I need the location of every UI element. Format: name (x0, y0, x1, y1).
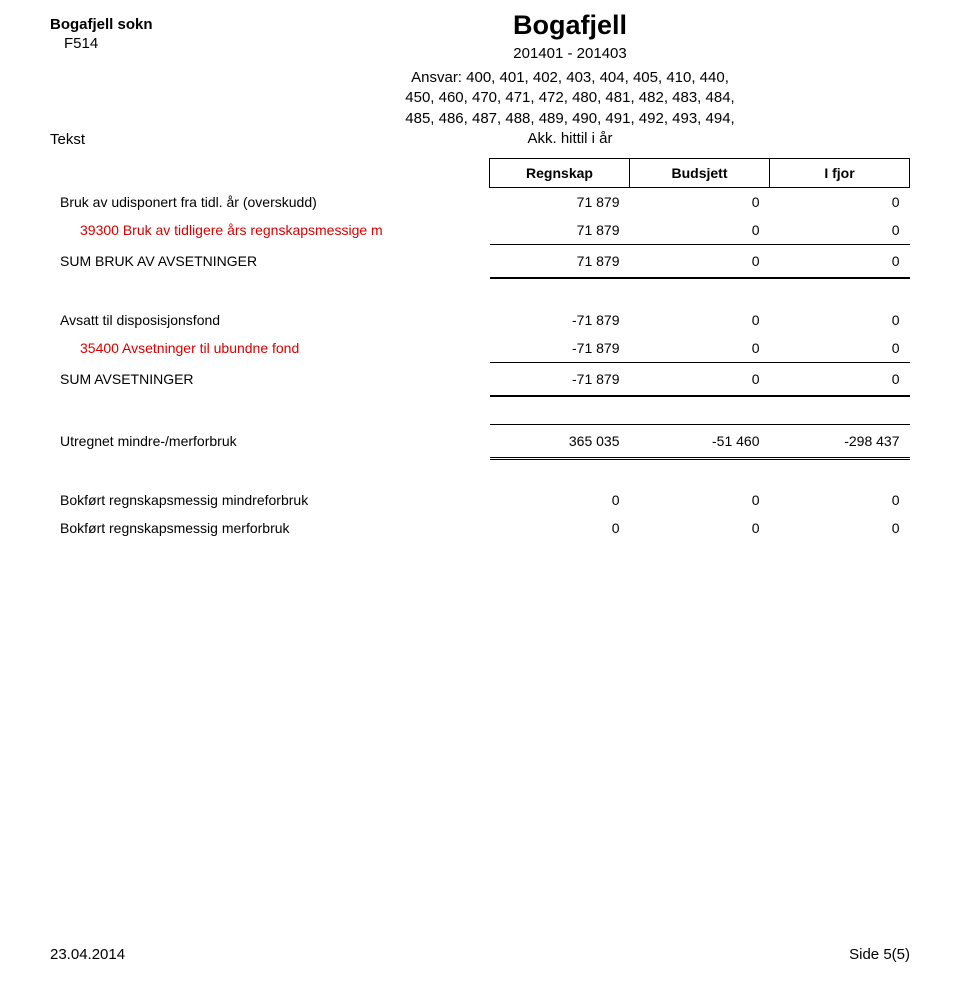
section-gap (50, 278, 910, 306)
cell: 0 (490, 514, 630, 542)
cell: 0 (630, 486, 770, 514)
header-row: Bogafjell sokn F514 Bogafjell 201401 - 2… (50, 10, 910, 149)
org-name: Bogafjell sokn (50, 16, 350, 33)
sum-cell: 71 879 (490, 245, 630, 279)
cell: 71 879 (490, 188, 630, 217)
table-row: 35400 Avsetninger til ubundne fond -71 8… (50, 334, 910, 363)
cell: -71 879 (490, 334, 630, 363)
sum-cell: -71 879 (490, 363, 630, 397)
ansvar-line: 485, 486, 487, 488, 489, 490, 491, 492, … (350, 109, 790, 129)
cell: 0 (630, 188, 770, 217)
footer-page: Side 5(5) (849, 946, 910, 963)
cell: -71 879 (490, 306, 630, 334)
table-row: Utregnet mindre-/merforbruk 365 035 -51 … (50, 424, 910, 458)
row-label-indent: 35400 Avsetninger til ubundne fond (50, 334, 490, 363)
column-header-budsjett: Budsjett (630, 159, 770, 188)
table-row: Bruk av udisponert fra tidl. år (oversku… (50, 188, 910, 217)
cell: 0 (630, 334, 770, 363)
sum-cell: 0 (770, 245, 910, 279)
cell: 0 (490, 486, 630, 514)
row-label: Bokført regnskapsmessig mindreforbruk (50, 486, 490, 514)
sum-cell: 0 (770, 363, 910, 397)
cell: -51 460 (630, 424, 770, 458)
column-header-regnskap: Regnskap (490, 159, 630, 188)
footer: 23.04.2014 Side 5(5) (50, 946, 910, 963)
cell: 0 (770, 216, 910, 245)
row-label: Bokført regnskapsmessig merforbruk (50, 514, 490, 542)
sum-row: SUM AVSETNINGER -71 879 0 0 (50, 363, 910, 397)
cell: 365 035 (490, 424, 630, 458)
row-label: Bruk av udisponert fra tidl. år (oversku… (50, 188, 490, 217)
sum-label: SUM BRUK AV AVSETNINGER (50, 245, 490, 279)
cell: 0 (770, 306, 910, 334)
cell: 0 (630, 216, 770, 245)
cell: 0 (770, 188, 910, 217)
table-row: Avsatt til disposisjonsfond -71 879 0 0 (50, 306, 910, 334)
table-row: 39300 Bruk av tidligere års regnskapsmes… (50, 216, 910, 245)
cell: 0 (770, 486, 910, 514)
ansvar-line: 450, 460, 470, 471, 472, 480, 481, 482, … (350, 88, 790, 108)
report-table: Regnskap Budsjett I fjor Bruk av udispon… (50, 158, 910, 542)
sum-cell: 0 (630, 245, 770, 279)
column-header-row: Regnskap Budsjett I fjor (50, 159, 910, 188)
cell: 0 (630, 306, 770, 334)
section-gap (50, 396, 910, 424)
cell: 71 879 (490, 216, 630, 245)
header-left: Bogafjell sokn F514 (50, 10, 350, 52)
cell: 0 (770, 334, 910, 363)
page-title: Bogafjell (350, 10, 790, 41)
cell: 0 (770, 514, 910, 542)
footer-date: 23.04.2014 (50, 946, 125, 963)
akk-label: Akk. hittil i år (350, 129, 790, 149)
row-label: Utregnet mindre-/merforbruk (50, 424, 490, 458)
ansvar-line: Ansvar: 400, 401, 402, 403, 404, 405, 41… (350, 68, 790, 88)
section-gap (50, 458, 910, 486)
row-label: Avsatt til disposisjonsfond (50, 306, 490, 334)
period: 201401 - 201403 (350, 45, 790, 62)
sum-row: SUM BRUK AV AVSETNINGER 71 879 0 0 (50, 245, 910, 279)
header-center: Bogafjell 201401 - 201403 Ansvar: 400, 4… (350, 10, 790, 149)
cell: -298 437 (770, 424, 910, 458)
table-row: Bokført regnskapsmessig merforbruk 0 0 0 (50, 514, 910, 542)
column-header-ifjor: I fjor (770, 159, 910, 188)
row-label-indent: 39300 Bruk av tidligere års regnskapsmes… (50, 216, 490, 245)
ansvar-block: Ansvar: 400, 401, 402, 403, 404, 405, 41… (350, 68, 790, 149)
sum-cell: 0 (630, 363, 770, 397)
column-header-spacer (50, 159, 490, 188)
org-code: F514 (50, 35, 350, 52)
sum-label: SUM AVSETNINGER (50, 363, 490, 397)
cell: 0 (630, 514, 770, 542)
table-row: Bokført regnskapsmessig mindreforbruk 0 … (50, 486, 910, 514)
page: Bogafjell sokn F514 Bogafjell 201401 - 2… (0, 0, 960, 987)
